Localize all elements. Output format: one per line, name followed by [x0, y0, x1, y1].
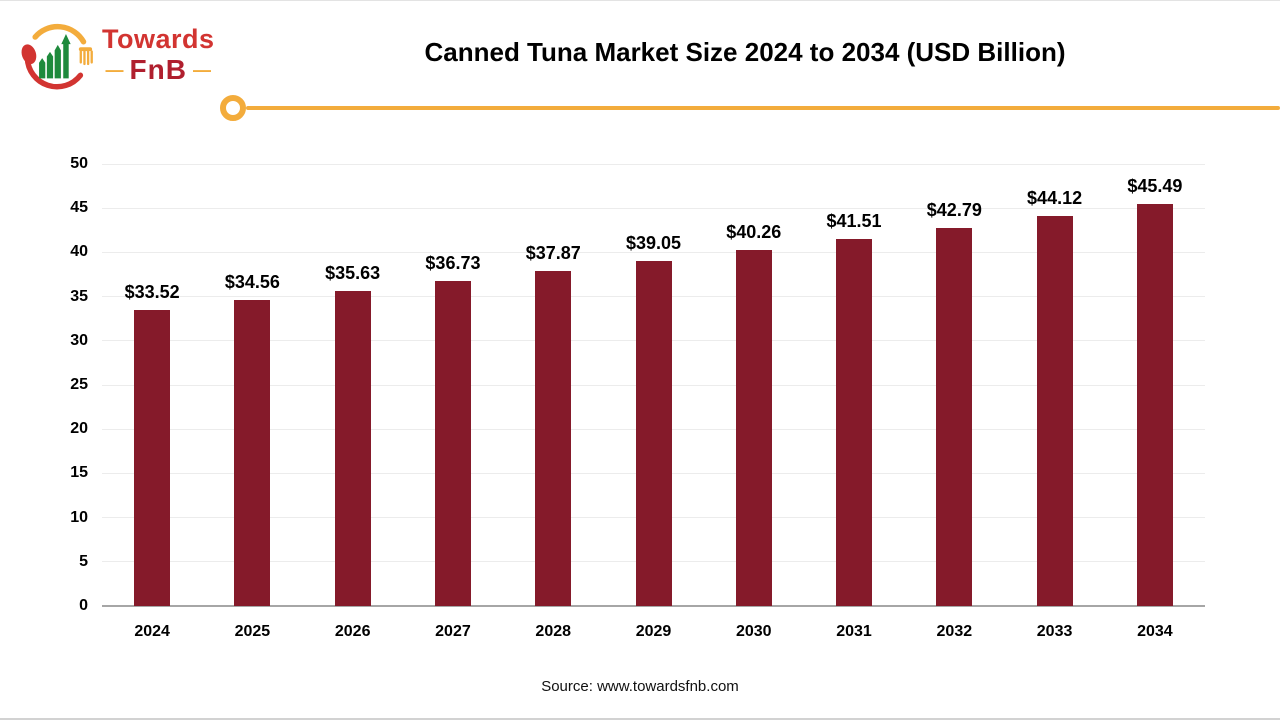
x-axis-tick-label: 2028	[535, 623, 572, 640]
bar-value-label: $39.05	[625, 232, 682, 253]
divider-line	[246, 106, 1280, 110]
logo-dash-right: —	[192, 60, 211, 80]
logo-dash-left: —	[105, 60, 124, 80]
x-axis-tick-label: 2032	[936, 623, 973, 640]
y-axis-tick-label: 10	[70, 508, 88, 526]
y-axis-tick-label: 20	[70, 420, 88, 438]
y-axis-tick-label: 5	[79, 552, 88, 570]
bar-2028	[535, 271, 572, 606]
y-axis-tick-label: 40	[70, 243, 88, 261]
y-axis-tick-label: 0	[79, 597, 88, 614]
x-axis-tick-label: 2029	[635, 623, 672, 640]
bar-2026	[334, 291, 371, 606]
divider-ring-icon	[220, 95, 246, 121]
x-axis-tick-label: 2034	[1137, 623, 1173, 640]
y-axis-tick-label: 50	[70, 155, 88, 172]
y-axis-tick-label: 30	[70, 331, 88, 349]
x-axis-tick-label: 2026	[334, 623, 371, 640]
logo-brand-bottom: FnB	[129, 54, 187, 85]
gridline	[102, 207, 1205, 209]
x-axis-line	[102, 605, 1205, 607]
bar-value-label: $44.12	[1027, 187, 1083, 208]
bar-value-label: $41.51	[826, 211, 882, 232]
bar-2034	[1136, 203, 1173, 606]
x-axis-tick-label: 2027	[435, 623, 471, 640]
y-axis-tick-label: 15	[70, 464, 88, 482]
x-axis-tick-label: 2031	[836, 623, 872, 640]
bar-2031	[836, 239, 873, 606]
bar-2033	[1036, 215, 1073, 606]
bar-2032	[936, 227, 973, 606]
towardsfnb-logo-icon	[21, 23, 93, 90]
bar-value-label: $37.87	[525, 243, 581, 264]
chart-title: Canned Tuna Market Size 2024 to 2034 (US…	[424, 37, 1066, 67]
x-axis-tick-label: 2025	[234, 623, 271, 640]
towardsfnb-logo: Towards — FnB —	[18, 15, 228, 95]
bar-2025	[234, 300, 271, 606]
x-axis-tick-label: 2024	[134, 623, 170, 640]
y-axis-tick-label: 25	[70, 376, 88, 393]
bar-2030	[735, 250, 772, 606]
y-axis-tick-label: 45	[70, 199, 88, 217]
bar-value-label: $40.26	[726, 222, 782, 243]
bar-value-label: $45.49	[1127, 175, 1183, 196]
y-axis-tick-label: 35	[70, 287, 88, 305]
source-text: Source: www.towardsfnb.com	[541, 678, 739, 695]
bar-value-label: $34.56	[224, 272, 280, 293]
bar-value-label: $42.79	[926, 199, 982, 220]
x-axis-tick-label: 2033	[1036, 623, 1073, 640]
logo-wordmark: Towards — FnB —	[102, 26, 215, 84]
bar-value-label: $33.52	[124, 281, 180, 302]
bar-2024	[134, 309, 171, 606]
gridline	[102, 163, 1205, 165]
x-axis-tick-label: 2030	[735, 623, 772, 640]
gridline	[102, 251, 1205, 253]
bar-value-label: $35.63	[325, 263, 381, 284]
bar-value-label: $36.73	[425, 253, 481, 274]
bar-2027	[434, 281, 471, 606]
bar-2029	[635, 260, 672, 606]
logo-brand-top: Towards	[102, 24, 215, 54]
